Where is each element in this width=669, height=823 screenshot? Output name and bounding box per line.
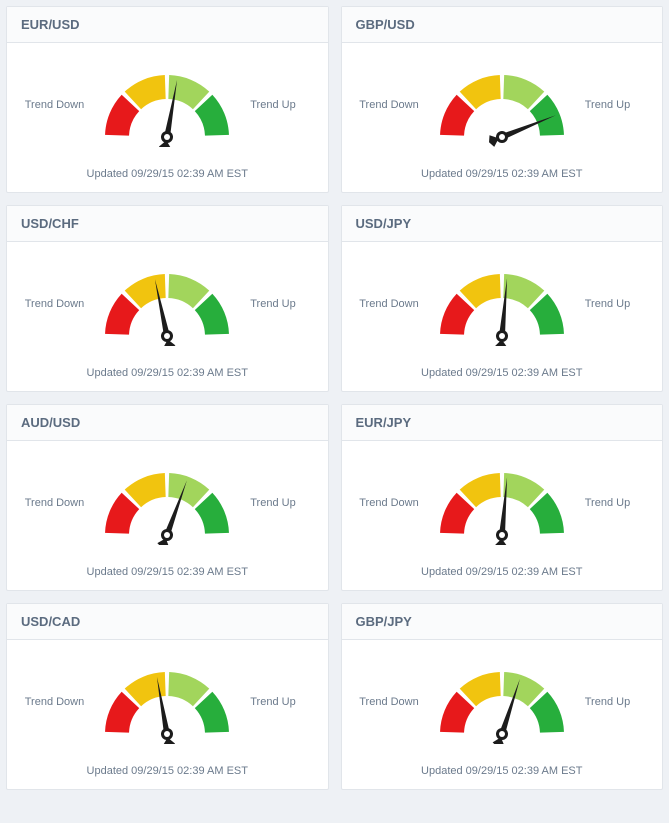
card-title: AUD/USD bbox=[7, 405, 328, 441]
card-title: USD/JPY bbox=[342, 206, 663, 242]
trend-down-label: Trend Down bbox=[22, 497, 84, 509]
trend-up-label: Trend Up bbox=[585, 99, 647, 111]
gauge-card: GBP/USD Trend Down Trend Up Updated 09/2… bbox=[341, 6, 664, 193]
gauge-row: Trend Down Trend Up bbox=[352, 455, 653, 550]
updated-timestamp: Updated 09/29/15 02:39 AM EST bbox=[421, 367, 582, 379]
trend-up-label: Trend Up bbox=[585, 497, 647, 509]
gauge-row: Trend Down Trend Up bbox=[17, 57, 318, 152]
card-title: USD/CAD bbox=[7, 604, 328, 640]
card-title: EUR/JPY bbox=[342, 405, 663, 441]
trend-up-label: Trend Up bbox=[250, 696, 312, 708]
card-body: Trend Down Trend Up Updated 09/29/15 02:… bbox=[7, 43, 328, 192]
gauge-card: EUR/USD Trend Down Trend Up Updated 09/2… bbox=[6, 6, 329, 193]
gauge-meter bbox=[427, 654, 577, 749]
updated-timestamp: Updated 09/29/15 02:39 AM EST bbox=[87, 566, 248, 578]
card-body: Trend Down Trend Up Updated 09/29/15 02:… bbox=[342, 242, 663, 391]
card-title: EUR/USD bbox=[7, 7, 328, 43]
card-title: USD/CHF bbox=[7, 206, 328, 242]
trend-down-label: Trend Down bbox=[22, 298, 84, 310]
card-title: GBP/JPY bbox=[342, 604, 663, 640]
gauge-meter bbox=[92, 57, 242, 152]
trend-down-label: Trend Down bbox=[357, 696, 419, 708]
gauge-grid: EUR/USD Trend Down Trend Up Updated 09/2… bbox=[6, 6, 663, 790]
trend-down-label: Trend Down bbox=[357, 99, 419, 111]
gauge-meter bbox=[427, 455, 577, 550]
card-body: Trend Down Trend Up Updated 09/29/15 02:… bbox=[342, 43, 663, 192]
gauge-card: USD/JPY Trend Down Trend Up Updated 09/2… bbox=[341, 205, 664, 392]
trend-down-label: Trend Down bbox=[357, 298, 419, 310]
trend-down-label: Trend Down bbox=[22, 99, 84, 111]
trend-down-label: Trend Down bbox=[22, 696, 84, 708]
gauge-card: AUD/USD Trend Down Trend Up Updated 09/2… bbox=[6, 404, 329, 591]
gauge-meter bbox=[427, 256, 577, 351]
gauge-card: USD/CAD Trend Down Trend Up Updated 09/2… bbox=[6, 603, 329, 790]
gauge-row: Trend Down Trend Up bbox=[17, 654, 318, 749]
card-body: Trend Down Trend Up Updated 09/29/15 02:… bbox=[7, 242, 328, 391]
gauge-row: Trend Down Trend Up bbox=[17, 256, 318, 351]
gauge-row: Trend Down Trend Up bbox=[17, 455, 318, 550]
trend-up-label: Trend Up bbox=[250, 497, 312, 509]
updated-timestamp: Updated 09/29/15 02:39 AM EST bbox=[421, 765, 582, 777]
card-body: Trend Down Trend Up Updated 09/29/15 02:… bbox=[342, 640, 663, 789]
gauge-card: EUR/JPY Trend Down Trend Up Updated 09/2… bbox=[341, 404, 664, 591]
updated-timestamp: Updated 09/29/15 02:39 AM EST bbox=[87, 367, 248, 379]
gauge-meter bbox=[92, 455, 242, 550]
gauge-row: Trend Down Trend Up bbox=[352, 57, 653, 152]
trend-down-label: Trend Down bbox=[357, 497, 419, 509]
gauge-meter bbox=[92, 654, 242, 749]
gauge-meter bbox=[427, 57, 577, 152]
trend-up-label: Trend Up bbox=[585, 696, 647, 708]
trend-up-label: Trend Up bbox=[250, 298, 312, 310]
gauge-card: GBP/JPY Trend Down Trend Up Updated 09/2… bbox=[341, 603, 664, 790]
updated-timestamp: Updated 09/29/15 02:39 AM EST bbox=[421, 566, 582, 578]
updated-timestamp: Updated 09/29/15 02:39 AM EST bbox=[421, 168, 582, 180]
card-body: Trend Down Trend Up Updated 09/29/15 02:… bbox=[7, 640, 328, 789]
updated-timestamp: Updated 09/29/15 02:39 AM EST bbox=[87, 168, 248, 180]
trend-up-label: Trend Up bbox=[585, 298, 647, 310]
gauge-row: Trend Down Trend Up bbox=[352, 654, 653, 749]
trend-up-label: Trend Up bbox=[250, 99, 312, 111]
card-title: GBP/USD bbox=[342, 7, 663, 43]
gauge-meter bbox=[92, 256, 242, 351]
gauge-card: USD/CHF Trend Down Trend Up Updated 09/2… bbox=[6, 205, 329, 392]
gauge-row: Trend Down Trend Up bbox=[352, 256, 653, 351]
card-body: Trend Down Trend Up Updated 09/29/15 02:… bbox=[7, 441, 328, 590]
updated-timestamp: Updated 09/29/15 02:39 AM EST bbox=[87, 765, 248, 777]
card-body: Trend Down Trend Up Updated 09/29/15 02:… bbox=[342, 441, 663, 590]
